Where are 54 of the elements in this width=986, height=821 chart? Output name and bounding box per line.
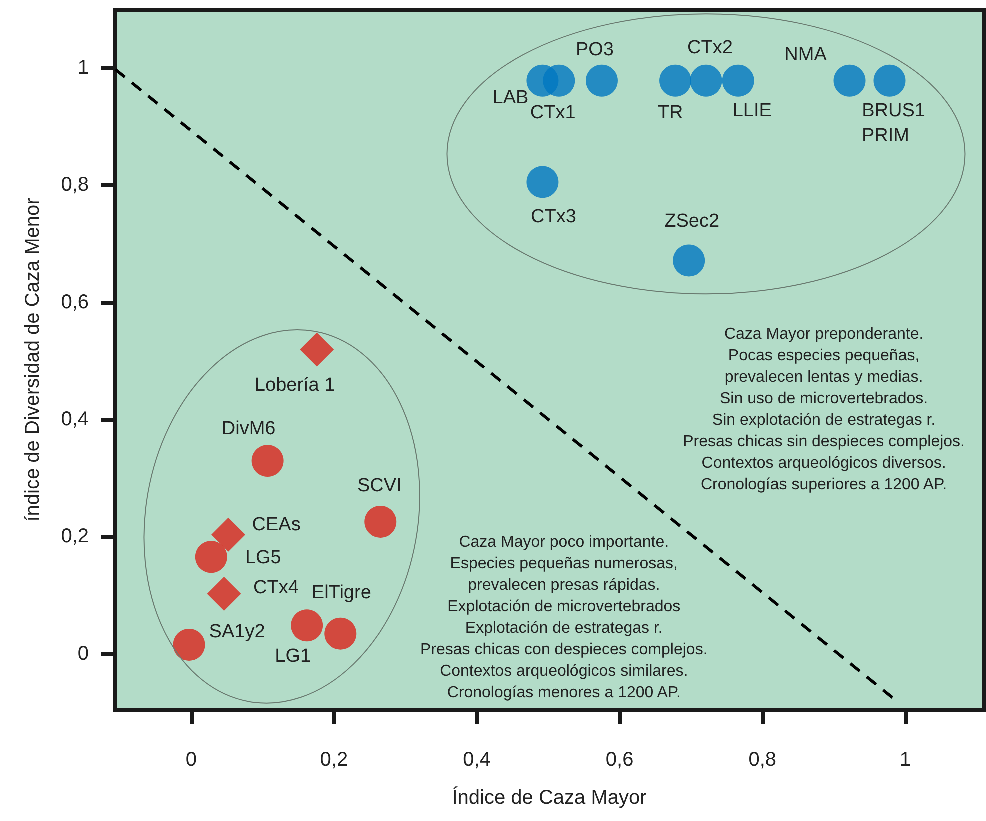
annotation: CTx4 [254,578,300,599]
point [364,506,397,538]
annotation: BRUS1 [862,100,926,122]
annotation: ZSec2 [664,211,720,232]
point [586,64,618,97]
y-axis-title: índice de Diversidad de Caza Menor [22,198,44,522]
point [195,541,228,574]
point [673,244,706,277]
annotation: LLIE [732,100,772,122]
point [834,64,866,97]
x-tick-label: 0,4 [463,749,491,771]
x-tick-label: 0,6 [606,749,634,771]
annotation: LAB [492,87,529,108]
annotation: LG1 [275,646,312,668]
annotation: SA1y2 [209,621,266,642]
point [300,332,334,367]
y-tick-label: 0,4 [61,408,89,430]
x-axis-title: Índice de Caza Mayor [452,786,648,809]
x-tick-label: 1 [900,749,912,771]
annotation: SCVI [357,475,402,496]
annotation: Lobería 1 [254,375,336,396]
point [543,64,576,97]
annotation: CTx3 [531,206,576,228]
y-tick-label: 0 [78,642,89,665]
annotation: Caza Mayor poco importante. Especies pequeñas numerosas, prevalecen presas rápidas. Explotación de microvertebrados Explotación de estrategas r. Presas chicas con despieces complejos. Contextos arqueológicos similares. Cronologías menores a 1200 AP. [420,534,708,702]
annotation: NMA [784,44,828,66]
x-tick-label: 0 [186,749,197,771]
y-tick-label: 0,2 [61,526,89,548]
point [212,518,246,552]
y-tick-label: 0,8 [61,174,89,196]
annotation: PO3 [576,39,614,60]
annotation: ElTigre [312,582,372,604]
annotation: CTx1 [530,102,576,124]
annotation: CEAs [252,514,301,536]
annotation: LG5 [245,548,282,569]
point [324,618,357,650]
annotation: CTx2 [688,37,733,58]
annotation: TR [658,102,684,124]
point [252,445,284,478]
point [173,628,206,661]
point [526,166,559,198]
x-tick-label: 0,8 [748,749,777,771]
point [874,64,906,97]
y-tick-label: 0,6 [61,291,89,314]
point [207,577,242,612]
x-tick-label: 0,2 [320,749,348,771]
point [722,64,754,97]
point [660,64,692,97]
y-tick-label: 1 [78,56,89,79]
annotation: Caza Mayor preponderante. Pocas especies pequeñas, prevalecen lentas y medias. Sin uso de microvertebrados. Sin explotación de estrategas r. Presas chicas sin despieces complejos. Contextos arqueológicos diversos. Cronologías superiores a 1200 AP. [683,326,966,494]
annotation: DivM6 [222,418,276,440]
point [291,610,324,642]
point [690,64,722,97]
annotation: PRIM [862,125,910,146]
